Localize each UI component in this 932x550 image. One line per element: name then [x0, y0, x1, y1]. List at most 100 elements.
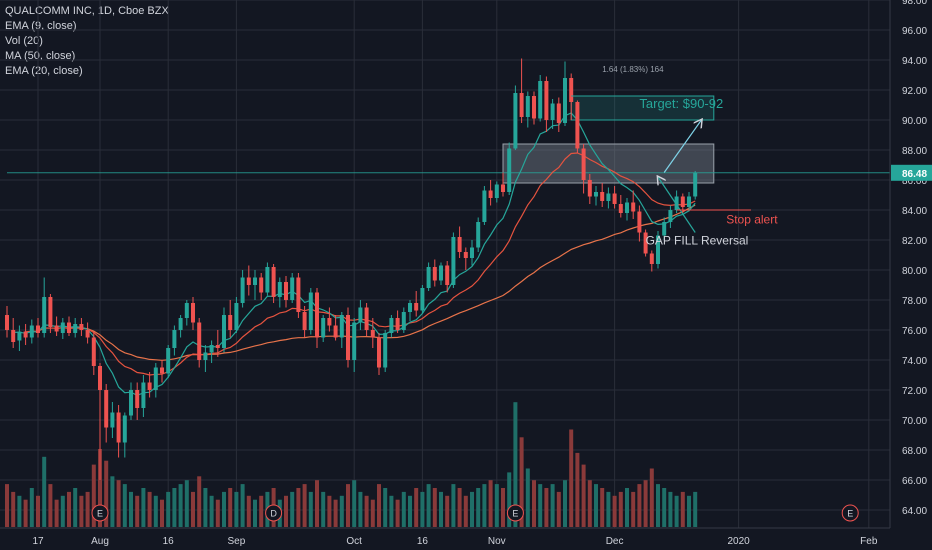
candle-body — [265, 267, 269, 293]
volume-bar — [588, 480, 592, 527]
ema20-line — [26, 153, 696, 375]
candle-body — [191, 303, 195, 323]
price-tick-label: 98.00 — [902, 0, 927, 7]
volume-bar — [371, 500, 375, 527]
volume-bar — [458, 488, 462, 527]
volume-bar — [346, 484, 350, 527]
stop-alert-label: Stop alert — [726, 213, 778, 227]
volume-bar — [321, 492, 325, 527]
volume-bar — [241, 484, 245, 527]
volume-bar — [625, 488, 629, 527]
volume-bar — [61, 496, 65, 527]
time-tick-label: Sep — [228, 536, 246, 547]
volume-bar — [662, 488, 666, 527]
price-tick-label: 82.00 — [902, 236, 927, 247]
volume-bar — [210, 496, 214, 527]
volume-bar — [315, 480, 319, 527]
volume-bar — [234, 492, 238, 527]
volume-bar — [563, 480, 567, 527]
candle-body — [30, 326, 34, 338]
volume-bar — [154, 496, 158, 527]
candle-body — [650, 254, 654, 265]
volume-bar — [36, 496, 40, 527]
volume-bar — [203, 488, 207, 527]
volume-bar — [48, 484, 52, 527]
candle-body — [272, 267, 276, 297]
candle-body — [551, 104, 555, 121]
volume-bar — [464, 496, 468, 527]
volume-bar — [259, 496, 263, 527]
volume-bar — [551, 484, 555, 527]
volume-bar — [681, 492, 685, 527]
candle-body — [693, 173, 697, 197]
volume-bar — [476, 488, 480, 527]
candle-body — [55, 326, 59, 332]
candle-body — [613, 194, 617, 205]
candle-body — [371, 330, 375, 338]
candle-body — [619, 204, 623, 213]
price-tick-label: 64.00 — [902, 506, 927, 517]
volume-bar — [358, 492, 362, 527]
candle-body — [563, 78, 567, 123]
volume-bar — [327, 496, 331, 527]
price-tick-label: 74.00 — [902, 356, 927, 367]
candle-body — [445, 266, 449, 286]
volume-bar — [179, 484, 183, 527]
price-tick-label: 78.00 — [902, 296, 927, 307]
candle-body — [538, 81, 542, 119]
candle-body — [247, 278, 251, 286]
time-tick-label: Dec — [606, 536, 624, 547]
volume-bar — [668, 492, 672, 527]
candle-body — [197, 323, 201, 361]
price-tick-label: 84.00 — [902, 206, 927, 217]
candle-body — [600, 192, 604, 201]
candle-body — [476, 222, 480, 248]
candle-body — [681, 197, 685, 208]
candle-body — [185, 303, 189, 318]
time-axis-bg — [0, 528, 932, 550]
candle-body — [203, 353, 207, 361]
candle-body — [582, 149, 586, 181]
volume-bar — [532, 480, 536, 527]
measure-label: 1.64 (1.83%) 164 — [602, 65, 664, 74]
candle-body — [73, 324, 77, 333]
candle-body — [358, 308, 362, 323]
volume-bar — [414, 488, 418, 527]
time-tick-label: Aug — [91, 536, 109, 547]
volume-bar — [402, 492, 406, 527]
candle-body — [17, 332, 21, 341]
candle-body — [334, 326, 338, 338]
candle-body — [501, 185, 505, 193]
volume-bar — [693, 492, 697, 527]
volume-bar — [123, 484, 127, 527]
volume-bar — [290, 492, 294, 527]
candle-body — [160, 368, 164, 374]
candle-body — [154, 368, 158, 391]
candles — [5, 59, 697, 481]
candle-body — [290, 278, 294, 301]
volume-bar — [439, 492, 443, 527]
candle-body — [346, 315, 350, 360]
candle-body — [24, 332, 28, 338]
price-tick-label: 94.00 — [902, 56, 927, 67]
candle-body — [352, 323, 356, 361]
volume-bar — [501, 488, 505, 527]
candle-body — [433, 267, 437, 281]
candle-body — [98, 366, 102, 390]
volume-bar — [228, 488, 232, 527]
candle-body — [234, 303, 238, 330]
volume-bar — [5, 484, 9, 527]
price-tick-label: 70.00 — [902, 416, 927, 427]
candle-body — [296, 278, 300, 313]
candle-body — [79, 324, 83, 330]
volume-bar — [687, 496, 691, 527]
volume-bar — [544, 488, 548, 527]
volume-bar — [296, 488, 300, 527]
candle-body — [340, 315, 344, 338]
volume-bar — [67, 492, 71, 527]
volume-bar — [569, 430, 573, 528]
last-price-label: 86.48 — [902, 169, 927, 180]
volume-bar — [247, 496, 251, 527]
